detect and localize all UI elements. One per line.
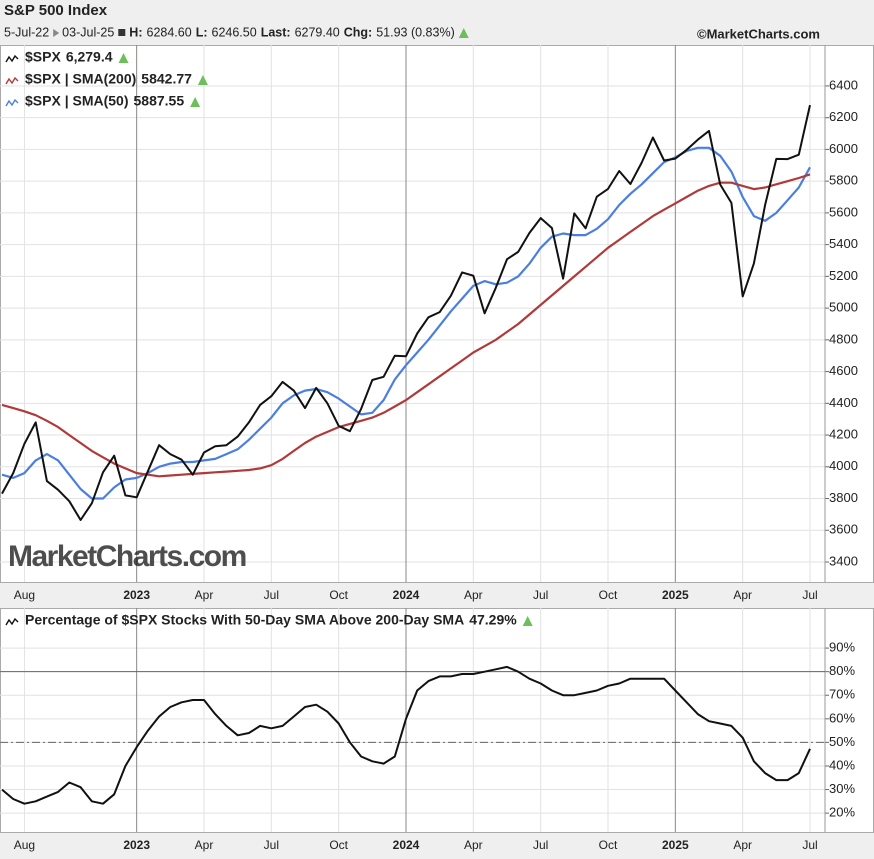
watermark: MarketCharts.com — [8, 540, 246, 573]
y-tick-label: 90% — [829, 640, 855, 655]
y-tick-label: 6400 — [829, 77, 858, 92]
series-line — [1, 173, 811, 478]
legend-value: 47.29% — [469, 612, 517, 628]
stat-label: L: — [196, 25, 208, 39]
y-tick-label: 60% — [829, 710, 855, 725]
legend-name: $SPX | SMA(50) — [25, 93, 129, 109]
y-tick-label: 6200 — [829, 109, 858, 124]
x-tick-label: Apr — [464, 838, 483, 852]
x-tick-label: Aug — [14, 838, 35, 852]
stat-label: Chg: — [344, 25, 372, 39]
x-tick-label: Jul — [802, 588, 817, 602]
x-tick-label: Apr — [195, 588, 214, 602]
square-icon — [118, 29, 126, 36]
up-triangle — [522, 616, 533, 626]
legend-value: 5842.77 — [141, 71, 192, 87]
legend-icon — [5, 617, 19, 626]
x-tick-label: 2023 — [123, 588, 150, 602]
x-tick-label: 2025 — [662, 588, 689, 602]
x-tick-label: Apr — [195, 838, 214, 852]
legend-icon — [5, 54, 19, 63]
up-triangle — [190, 97, 201, 107]
y-tick-label: 4000 — [829, 458, 858, 473]
x-tick-label: Oct — [599, 588, 618, 602]
y-tick-label: 5200 — [829, 268, 858, 283]
y-tick-label: 6000 — [829, 141, 858, 156]
legend-icon — [5, 76, 19, 85]
up-triangle — [118, 53, 129, 63]
x-tick-label: Jul — [802, 838, 817, 852]
y-tick-label: 3400 — [829, 553, 858, 568]
stat-value: 6279.40 — [295, 25, 340, 39]
stat-value: 6246.50 — [212, 25, 257, 39]
y-tick-label: 4800 — [829, 331, 858, 346]
y-tick-label: 30% — [829, 781, 855, 796]
y-tick-label: 5000 — [829, 300, 858, 315]
legend-name: $SPX — [25, 49, 61, 65]
x-tick-label: Jul — [533, 588, 548, 602]
x-tick-label: 2024 — [393, 588, 420, 602]
y-tick-label: 5600 — [829, 204, 858, 219]
x-tick-label: Oct — [329, 838, 348, 852]
x-tick-label: Jul — [264, 838, 279, 852]
x-tick-label: 2024 — [393, 838, 420, 852]
stat-value: 51.93 (0.83%) — [376, 25, 455, 39]
y-tick-label: 5800 — [829, 173, 858, 188]
x-tick-label: Aug — [14, 588, 35, 602]
x-tick-label: Oct — [599, 838, 618, 852]
panel — [0, 608, 874, 833]
x-tick-label: Apr — [733, 838, 752, 852]
x-tick-label: 2025 — [662, 838, 689, 852]
y-tick-label: 3800 — [829, 490, 858, 505]
y-tick-label: 4400 — [829, 395, 858, 410]
x-tick-label: Oct — [329, 588, 348, 602]
y-tick-label: 4600 — [829, 363, 858, 378]
x-tick-label: Apr — [464, 588, 483, 602]
legend-value: 5887.55 — [134, 93, 185, 109]
title: S&P 500 Index — [4, 2, 108, 19]
series-line — [1, 665, 811, 805]
stat-value: 6284.60 — [147, 25, 192, 39]
y-tick-label: 70% — [829, 687, 855, 702]
legend-value: 6,279.4 — [66, 49, 113, 65]
x-tick-label: Apr — [733, 588, 752, 602]
y-tick-label: 40% — [829, 757, 855, 772]
up-triangle — [458, 28, 469, 38]
date-start: 5-Jul-22 — [4, 25, 49, 39]
arrow-icon — [53, 29, 60, 37]
y-tick-label: 50% — [829, 734, 855, 749]
y-tick-label: 5400 — [829, 236, 858, 251]
source: ©MarketCharts.com — [697, 26, 820, 41]
y-tick-label: 3600 — [829, 522, 858, 537]
y-tick-label: 20% — [829, 805, 855, 820]
legend-icon — [5, 98, 19, 107]
x-tick-label: 2023 — [123, 838, 150, 852]
y-tick-label: 4200 — [829, 426, 858, 441]
x-tick-label: Jul — [264, 588, 279, 602]
stat-label: H: — [129, 25, 142, 39]
date-end: 03-Jul-25 — [62, 25, 114, 39]
x-tick-label: Jul — [533, 838, 548, 852]
legend-name: $SPX | SMA(200) — [25, 71, 136, 87]
y-tick-label: 80% — [829, 663, 855, 678]
legend-name: Percentage of $SPX Stocks With 50-Day SM… — [25, 612, 464, 628]
series-line — [1, 104, 811, 521]
up-triangle — [197, 75, 208, 85]
stat-label: Last: — [261, 25, 291, 39]
